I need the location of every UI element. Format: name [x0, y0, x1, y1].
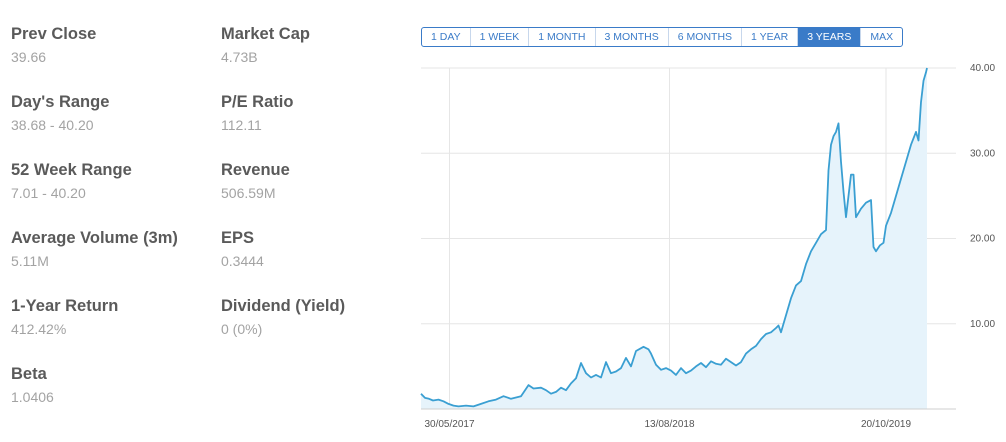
stat-label: Average Volume (3m) [11, 228, 178, 248]
range-button-1-month[interactable]: 1 MONTH [529, 28, 596, 46]
y-tick-label: 40.00 [970, 63, 995, 74]
stat-value: 112.11 [221, 117, 262, 133]
stat-label: Revenue [221, 161, 290, 179]
x-tick-label: 30/05/2017 [424, 419, 474, 430]
stat-revenue: Revenue 506.59M [221, 160, 290, 202]
range-button-max[interactable]: MAX [870, 31, 894, 43]
stat-value: 0 (0%) [221, 321, 263, 337]
stat-value: 39.66 [11, 49, 47, 65]
stat-value: 0.3444 [221, 253, 264, 269]
stat-label: EPS [221, 229, 255, 247]
stat-label-suffix: (3m) [143, 229, 178, 247]
stat-value: 38.68 - 40.20 [11, 117, 94, 133]
stat-label: 1-Year Return [11, 297, 119, 315]
time-range-selector: 1 DAY 1 WEEK 1 MONTH 3 MONTHS 6 MONTHS 1 YEAR… [421, 27, 904, 47]
stat-average-volume: Average Volume (3m) 5.11M [11, 228, 178, 270]
stat-value: 1.0406 [11, 389, 54, 405]
price-line [420, 67, 928, 408]
y-tick-label: 30.00 [970, 148, 995, 159]
price-area [421, 68, 927, 409]
range-button-3-months[interactable]: 3 MONTHS [596, 28, 669, 46]
stat-pe-ratio: P/E Ratio 112.11 [221, 92, 293, 134]
stat-days-range: Day's Range 38.68 - 40.20 [11, 92, 109, 134]
stat-label-main: Average Volume [11, 229, 139, 247]
stat-label: Dividend (Yield) [221, 296, 345, 316]
stat-value: 412.42% [11, 321, 67, 337]
stat-market-cap: Market Cap 4.73B [221, 24, 310, 66]
range-button-1-year[interactable]: 1 YEAR [742, 28, 799, 46]
range-button-3-years[interactable]: 3 YEARS [798, 28, 862, 46]
stat-label: Day's Range [11, 93, 110, 111]
stat-prev-close: Prev Close 39.66 [11, 24, 96, 66]
range-button-1-day[interactable]: 1 DAY [422, 28, 471, 46]
y-tick-label: 20.00 [970, 234, 995, 245]
key-stats-panel: Prev Close 39.66 Market Cap 4.73B Day's … [11, 24, 411, 424]
stat-value: 4.73B [221, 49, 258, 65]
stat-52-week-range: 52 Week Range 7.01 - 40.20 [11, 160, 132, 202]
stat-label: 52 Week Range [11, 161, 132, 179]
stat-dividend: Dividend (Yield) 0 (0%) [221, 296, 345, 338]
range-button-6-months[interactable]: 6 MONTHS [669, 28, 743, 46]
x-tick-label: 13/08/2018 [644, 419, 694, 430]
stat-label-main: Dividend [221, 297, 291, 315]
stat-1-year-return: 1-Year Return 412.42% [11, 296, 118, 338]
stat-value: 7.01 - 40.20 [11, 185, 86, 201]
x-tick-label: 20/10/2019 [861, 419, 911, 430]
stat-label-suffix: (Yield) [295, 297, 346, 315]
stat-value: 5.11M [11, 253, 49, 269]
y-tick-label: 10.00 [970, 319, 995, 330]
stat-label: Prev Close [11, 25, 97, 43]
stat-value: 506.59M [221, 185, 276, 201]
stat-label: Market Cap [221, 25, 310, 43]
stat-label: P/E Ratio [221, 93, 294, 111]
range-button-1-week[interactable]: 1 WEEK [471, 28, 530, 46]
stat-beta: Beta 1.0406 [11, 364, 54, 406]
stat-eps: EPS 0.3444 [221, 228, 264, 270]
stat-label: Beta [11, 365, 47, 383]
